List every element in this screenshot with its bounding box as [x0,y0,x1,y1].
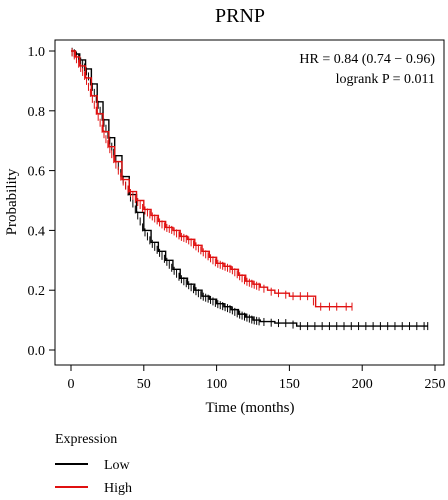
plot-frame [54,39,445,366]
legend-label-low: Low [104,458,131,473]
x-tick-label: 0 [68,377,75,392]
legend-label-high: High [104,481,132,496]
y-tick-label: 0.2 [28,284,46,299]
y-axis: 0.0 0.2 0.4 0.6 0.8 1.0 [28,45,55,359]
x-tick-label: 250 [425,377,446,392]
chart-title: PRNP [215,5,265,27]
y-tick-label: 0.8 [28,105,46,120]
y-tick-label: 0.4 [28,224,46,239]
x-tick-label: 150 [279,377,300,392]
x-axis-label: Time (months) [205,400,294,416]
legend-title: Expression [55,432,117,447]
series-layer [71,47,429,331]
y-tick-label: 1.0 [28,45,46,60]
y-tick-label: 0.0 [28,344,46,359]
y-tick-label: 0.6 [28,165,46,180]
x-tick-label: 200 [352,377,373,392]
series-high-line [71,50,353,308]
x-axis: 0 50 100 150 200 250 [68,365,446,392]
y-axis-label: Probability [4,168,20,235]
logrank-annotation: logrank P = 0.011 [336,72,435,87]
x-tick-label: 100 [206,377,227,392]
x-tick-label: 50 [137,377,151,392]
series-low-line [71,50,428,327]
hr-annotation: HR = 0.84 (0.74 − 0.96) [299,52,435,67]
